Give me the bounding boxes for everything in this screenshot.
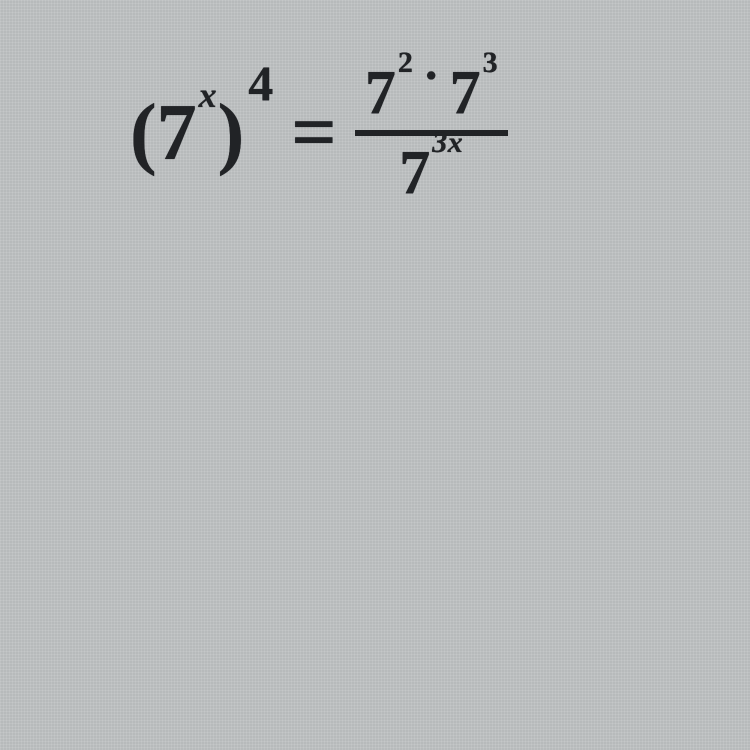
lhs-power: ( 7 x ) 4 <box>130 93 273 173</box>
close-paren: ) <box>218 93 245 173</box>
den-base: 7 <box>399 142 430 204</box>
num-t2-base: 7 <box>450 62 481 124</box>
numerator: 7 2 · 7 3 <box>355 60 508 126</box>
den-exp: 3x <box>432 126 463 160</box>
rhs-fraction: 7 2 · 7 3 7 3x <box>355 60 508 206</box>
equation: ( 7 x ) 4 = 7 2 · 7 3 7 3x <box>130 60 508 206</box>
multiply-dot: · <box>423 46 440 104</box>
equals-sign: = <box>291 88 337 179</box>
lhs-inner-exp: x <box>199 74 218 116</box>
open-paren: ( <box>130 93 157 173</box>
lhs-base: 7 <box>157 93 197 173</box>
denominator: 7 3x <box>389 140 473 206</box>
num-t1-exp: 2 <box>398 46 413 80</box>
lhs-outer-exp: 4 <box>248 54 273 112</box>
num-t1-base: 7 <box>365 62 396 124</box>
num-t2-exp: 3 <box>483 46 498 80</box>
